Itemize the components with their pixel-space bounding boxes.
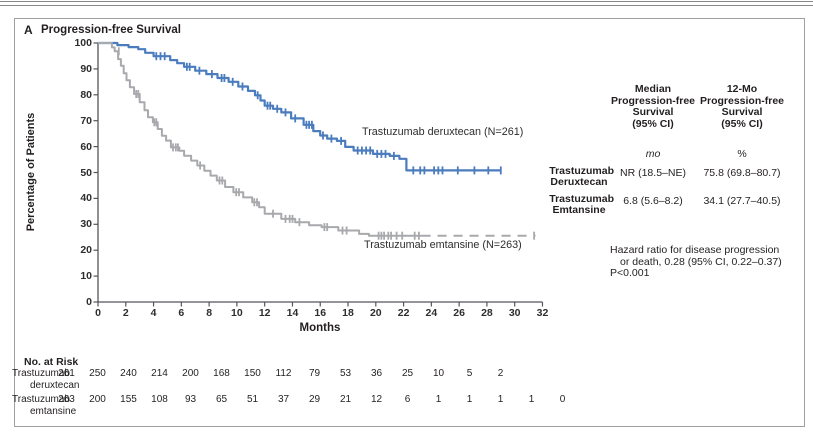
y-axis-title: Percentage of Patients [25, 112, 37, 232]
y-tick-label: 60 [80, 140, 92, 153]
panel-letter: A [24, 23, 33, 37]
x-tick-label: 18 [342, 307, 354, 319]
hazard-ratio-annotation: Hazard ratio for disease progression or … [610, 244, 810, 280]
at-risk-count: 1 [497, 394, 504, 405]
at-risk-count: 79 [308, 368, 321, 379]
at-risk-label-deruxtecan-1: Trastuzumab [12, 368, 70, 379]
x-tick-label: 16 [314, 307, 327, 319]
y-tick-label: 10 [80, 270, 92, 283]
x-tick-label: 8 [206, 307, 213, 319]
at-risk-count: 10 [432, 368, 445, 379]
panel-border-box [14, 18, 805, 427]
p-value: P<0.001 [610, 267, 650, 279]
at-risk-count: 250 [89, 368, 106, 379]
summary-col2-unit: % [737, 148, 747, 160]
at-risk-count: 6 [404, 394, 411, 405]
x-tick-label: 26 [453, 307, 465, 319]
at-risk-count: 12 [370, 394, 383, 405]
at-risk-count: 168 [213, 368, 230, 379]
curve-emtansine [98, 42, 422, 237]
y-tick-label: 20 [80, 244, 92, 257]
y-tick-label: 50 [80, 166, 92, 179]
x-tick-label: 14 [286, 307, 299, 319]
x-tick-label: 4 [150, 307, 157, 319]
at-risk-count: 240 [120, 368, 137, 379]
axes [97, 43, 543, 303]
curve-label-deruxtecan: Trastuzumab deruxtecan (N=261) [362, 126, 524, 138]
at-risk-count: 93 [184, 394, 197, 405]
x-tick-label: 10 [231, 307, 243, 319]
summary-col1-unit: mo [645, 148, 661, 160]
x-tick-label: 32 [536, 307, 549, 319]
curve-deruxtecan [98, 41, 501, 172]
at-risk-count: 37 [277, 394, 290, 405]
y-tick-label: 40 [80, 192, 92, 205]
at-risk-label-deruxtecan-2: deruxtecan [30, 380, 80, 391]
at-risk-count: 29 [308, 394, 321, 405]
summary-median-deruxtecan: NR (18.5–NE) [620, 167, 686, 179]
x-tick-label: 22 [397, 307, 410, 319]
at-risk-label-emtansine-2: emtansine [30, 406, 77, 417]
summary-median-emtansine: 6.8 (5.6–8.2) [623, 195, 683, 207]
summary-12mo-emtansine: 34.1 (27.7–40.5) [703, 195, 781, 207]
at-risk-count: 1 [466, 394, 473, 405]
at-risk-counts-deruxtecan: 261 250 240 214 200 168 150 112 79 53 36 25 10 5 2 [51, 368, 581, 379]
curve-label-emtansine: Trastuzumab emtansine (N=263) [364, 239, 522, 251]
x-tick-label: 6 [178, 307, 185, 319]
at-risk-count: 21 [339, 394, 352, 405]
at-risk-count: 0 [559, 394, 566, 405]
x-tick-label: 20 [369, 307, 382, 319]
at-risk-count: 261 [58, 368, 75, 379]
at-risk-title: No. at Risk [24, 356, 79, 368]
summary-12mo-deruxtecan: 75.8 (69.8–80.7) [703, 167, 781, 179]
at-risk-count: 200 [182, 368, 199, 379]
x-tick-label: 2 [122, 307, 129, 319]
at-risk-counts-emtansine: 263 200 155 108 93 65 51 37 29 21 12 6 1 1 1 1 0 [51, 394, 581, 405]
at-risk-count: 108 [151, 394, 168, 405]
at-risk-count: 53 [339, 368, 352, 379]
top-divider-rule [0, 1, 813, 6]
at-risk-count: 2 [497, 368, 504, 379]
x-tick-label: 24 [425, 307, 438, 319]
y-tick-label: 0 [86, 296, 92, 308]
at-risk-count: 1 [435, 394, 442, 405]
y-tick-label: 80 [80, 88, 92, 101]
panel-title: Progression-free Survival [41, 24, 181, 36]
at-risk-count: 214 [151, 368, 168, 379]
y-tick-label: 100 [74, 37, 92, 49]
y-tick-label: 30 [80, 218, 92, 231]
at-risk-count: 1 [528, 394, 535, 405]
at-risk-count: 36 [370, 368, 383, 379]
x-tick-label: 12 [258, 307, 271, 319]
y-tick-label: 70 [80, 114, 92, 127]
x-tick-label: 30 [508, 307, 521, 319]
at-risk-count: 25 [401, 368, 414, 379]
summary-col1-header: Median Progression-free Survival (95% CI… [610, 83, 696, 130]
x-tick-label: 0 [95, 307, 101, 319]
summary-row-label-emtansine: Trastuzumab Emtansine [549, 193, 614, 216]
at-risk-label-emtansine-1: Trastuzumab [12, 394, 70, 405]
at-risk-count: 263 [58, 394, 75, 405]
y-tick-label: 90 [80, 62, 92, 75]
at-risk-count: 155 [120, 394, 137, 405]
summary-col2-header: 12-Mo Progression-free Survival (95% CI) [699, 83, 785, 130]
summary-row-label-deruxtecan: Trastuzumab Deruxtecan [549, 165, 614, 188]
at-risk-count: 5 [466, 368, 473, 379]
at-risk-count: 65 [215, 394, 228, 405]
x-axis-title: Months [299, 322, 341, 334]
at-risk-count: 112 [275, 368, 292, 379]
x-tick-label: 28 [481, 307, 493, 319]
at-risk-count: 150 [244, 368, 261, 379]
at-risk-count: 51 [246, 394, 259, 405]
at-risk-count: 200 [89, 394, 106, 405]
